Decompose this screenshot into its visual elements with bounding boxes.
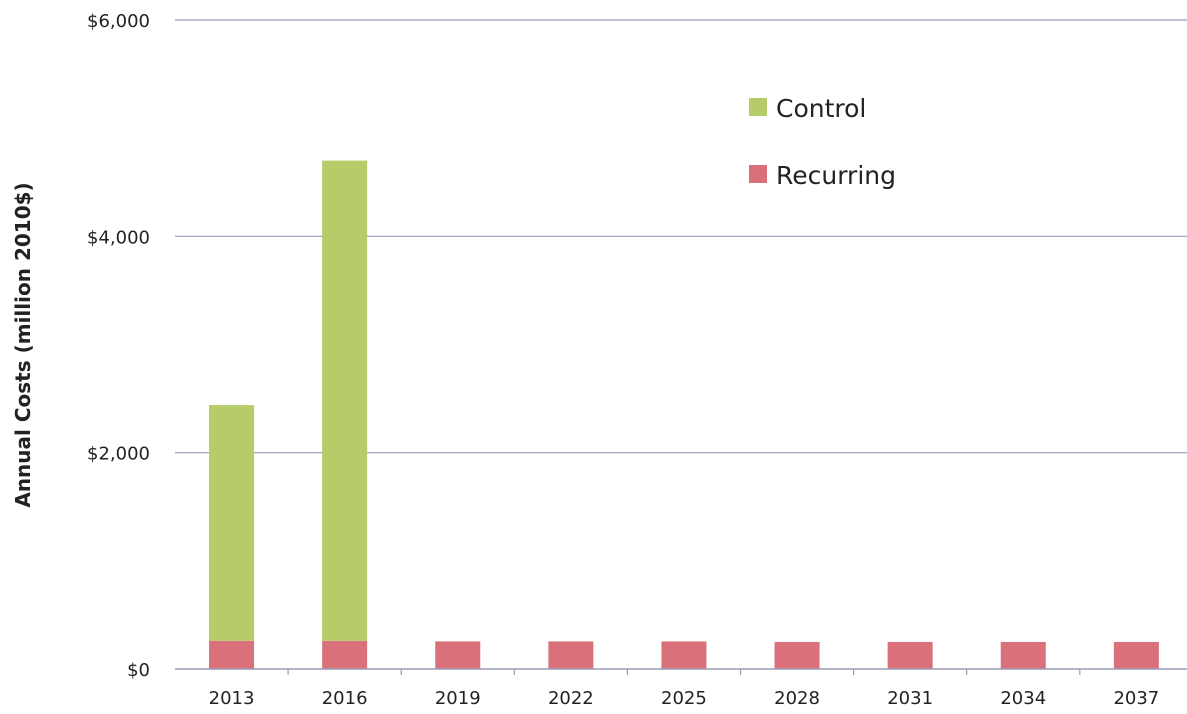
legend-label-recurring: Recurring (776, 161, 896, 190)
legend-swatch-control (749, 98, 767, 116)
y-tick-label: $2,000 (87, 444, 150, 465)
x-tick-label: 2013 (209, 688, 255, 709)
bar-recurring-2019 (435, 641, 481, 669)
bar-control-2013 (209, 405, 255, 641)
bar-recurring-2016 (322, 640, 368, 669)
y-tick-label: $6,000 (87, 11, 150, 32)
x-tick-label: 2034 (1000, 688, 1046, 709)
bar-recurring-2028 (774, 641, 820, 669)
legend-label-control: Control (776, 94, 866, 123)
bar-recurring-2022 (548, 641, 594, 669)
bars (209, 160, 1159, 669)
tick-labels: $0 $2,000 $4,000 $6,000 2013 2016 2019 2022 2025… (87, 11, 1159, 709)
x-tick-label: 2025 (661, 688, 707, 709)
x-tick-label: 2019 (435, 688, 481, 709)
bar-control-2016 (322, 160, 368, 641)
x-tick-label: 2028 (774, 688, 820, 709)
y-tick-label: $4,000 (87, 227, 150, 248)
bar-recurring-2034 (1000, 641, 1046, 669)
x-tick-label: 2037 (1113, 688, 1159, 709)
axes (175, 668, 1187, 675)
x-tick-label: 2016 (322, 688, 368, 709)
legend-swatch-recurring (749, 165, 767, 183)
x-tick-label: 2022 (548, 688, 594, 709)
bar-recurring-2037 (1113, 641, 1159, 669)
bar-recurring-2025 (661, 641, 707, 669)
bar-recurring-2013 (209, 640, 255, 669)
legend: Control Recurring (749, 94, 896, 190)
bar-recurring-2031 (887, 641, 933, 669)
y-tick-label: $0 (127, 660, 150, 681)
y-axis-label: Annual Costs (million 2010$) (11, 182, 35, 507)
x-tick-label: 2031 (887, 688, 933, 709)
